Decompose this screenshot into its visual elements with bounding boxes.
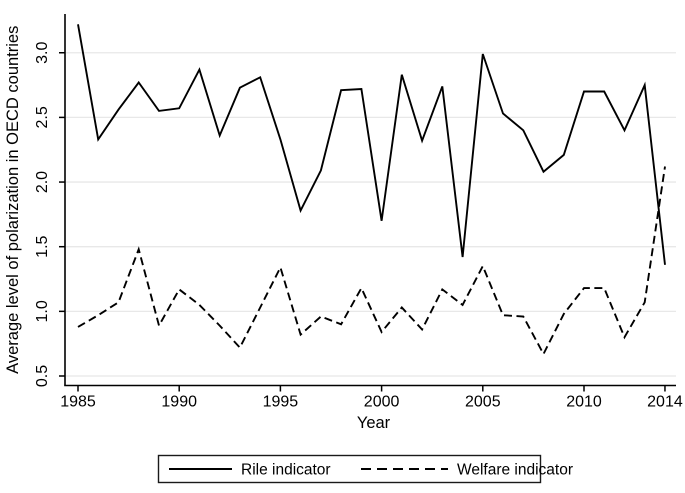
x-tick-label: 1985 — [60, 394, 96, 411]
y-tick-label: 1.0 — [34, 300, 51, 322]
y-tick-label: 0.5 — [34, 365, 51, 387]
welfare-series-line — [77, 166, 666, 357]
y-tick-label: 1.5 — [34, 235, 51, 257]
x-tick-label: 1990 — [161, 394, 197, 411]
x-tick-label: 1995 — [263, 394, 299, 411]
x-tick-label: 2000 — [364, 394, 400, 411]
x-tick-label: 2010 — [566, 394, 602, 411]
y-axis-title: Average level of polarization in OECD co… — [4, 26, 22, 374]
legend-rile-label: Rile indicator — [241, 462, 331, 479]
x-tick-label: 2014 — [647, 394, 683, 411]
rile-series-line — [77, 24, 666, 265]
legend-welfare-label: Welfare indicator — [457, 462, 573, 479]
y-tick-label: 2.0 — [34, 171, 51, 193]
y-tick-label: 2.5 — [34, 106, 51, 128]
x-axis-title: Year — [357, 414, 391, 432]
x-tick-label: 2005 — [465, 394, 501, 411]
y-tick-label: 3.0 — [34, 42, 51, 64]
